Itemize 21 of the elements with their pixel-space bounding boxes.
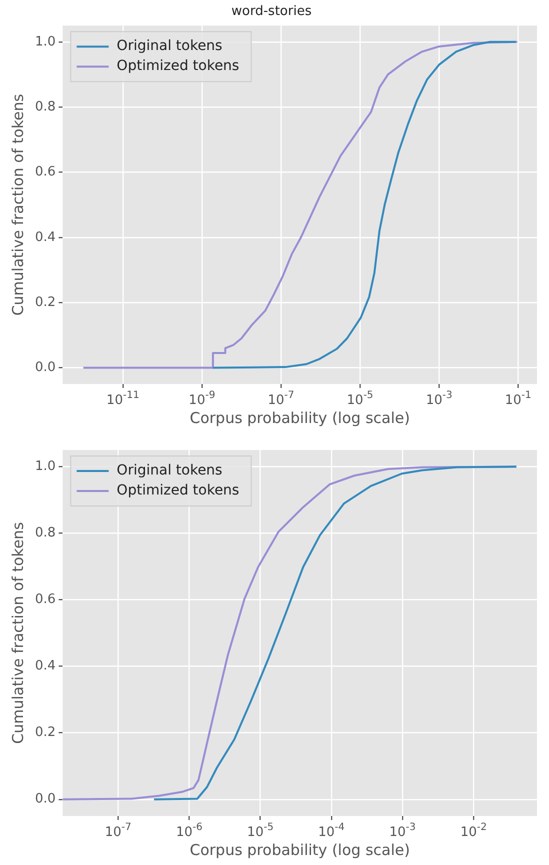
y-tick-label: 0.6 (34, 592, 56, 608)
y-tick-label: 1.0 (34, 34, 56, 50)
y-tick-label: 0.4 (34, 230, 56, 245)
y-tick-label: 0.0 (34, 360, 56, 376)
legend-label: Original tokens (116, 38, 222, 54)
legend-label: Optimized tokens (116, 482, 240, 499)
y-axis-title: Cumulative fraction of tokens (8, 522, 27, 744)
legend-label: Optimized tokens (116, 58, 240, 74)
y-tick-label: 0.8 (34, 526, 56, 541)
x-axis-title: Corpus probability (log scale) (190, 840, 410, 859)
y-axis-title: Cumulative fraction of tokens (8, 94, 27, 316)
y-tick-label: 0.2 (34, 725, 56, 740)
y-tick-label: 0.2 (34, 294, 56, 310)
x-axis-title: Corpus probability (log scale) (190, 408, 410, 427)
y-tick-label: 0.4 (34, 658, 56, 674)
y-tick-label: 0.0 (34, 792, 56, 807)
chart-title: word-stories (231, 4, 312, 20)
y-tick-label: 0.8 (34, 99, 56, 114)
y-tick-label: 0.6 (34, 164, 56, 180)
legend-label: Original tokens (116, 462, 222, 479)
y-tick-label: 1.0 (34, 459, 56, 474)
